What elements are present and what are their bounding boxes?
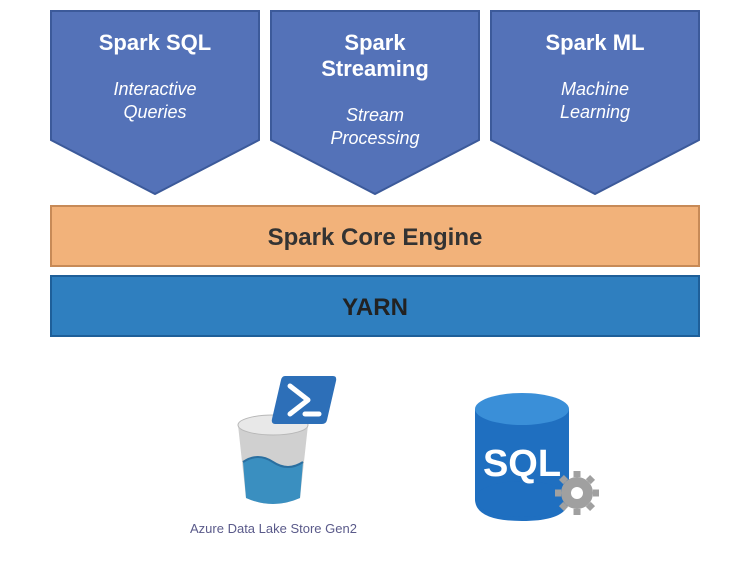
datalake-icon [190, 370, 357, 515]
spark-module-0: Spark SQL InteractiveQueries [50, 10, 260, 195]
module-title-2: Spark ML [490, 30, 700, 56]
spark-module-1: SparkStreaming StreamProcessing [270, 10, 480, 195]
module-title-1: SparkStreaming [270, 30, 480, 82]
spark-core-bar: Spark Core Engine [50, 205, 700, 267]
spark-core-label: Spark Core Engine [268, 224, 483, 251]
datalake-caption: Azure Data Lake Store Gen2 [190, 521, 357, 536]
sql-block: SQL [457, 381, 617, 536]
module-title-0: Spark SQL [50, 30, 260, 56]
module-subtitle-1: StreamProcessing [270, 104, 480, 151]
spark-module-2: Spark ML MachineLearning [490, 10, 700, 195]
yarn-label: YARN [342, 294, 408, 321]
module-subtitle-2: MachineLearning [490, 78, 700, 125]
storage-icons-row: Azure Data Lake Store Gen2 SQL [190, 370, 617, 536]
sql-icon: SQL [457, 381, 617, 536]
yarn-bar: YARN [50, 275, 700, 337]
svg-text:SQL: SQL [483, 443, 561, 485]
spark-modules-row: Spark SQL InteractiveQueriesSparkStreamin… [50, 10, 700, 195]
module-subtitle-0: InteractiveQueries [50, 78, 260, 125]
datalake-block: Azure Data Lake Store Gen2 [190, 370, 357, 536]
